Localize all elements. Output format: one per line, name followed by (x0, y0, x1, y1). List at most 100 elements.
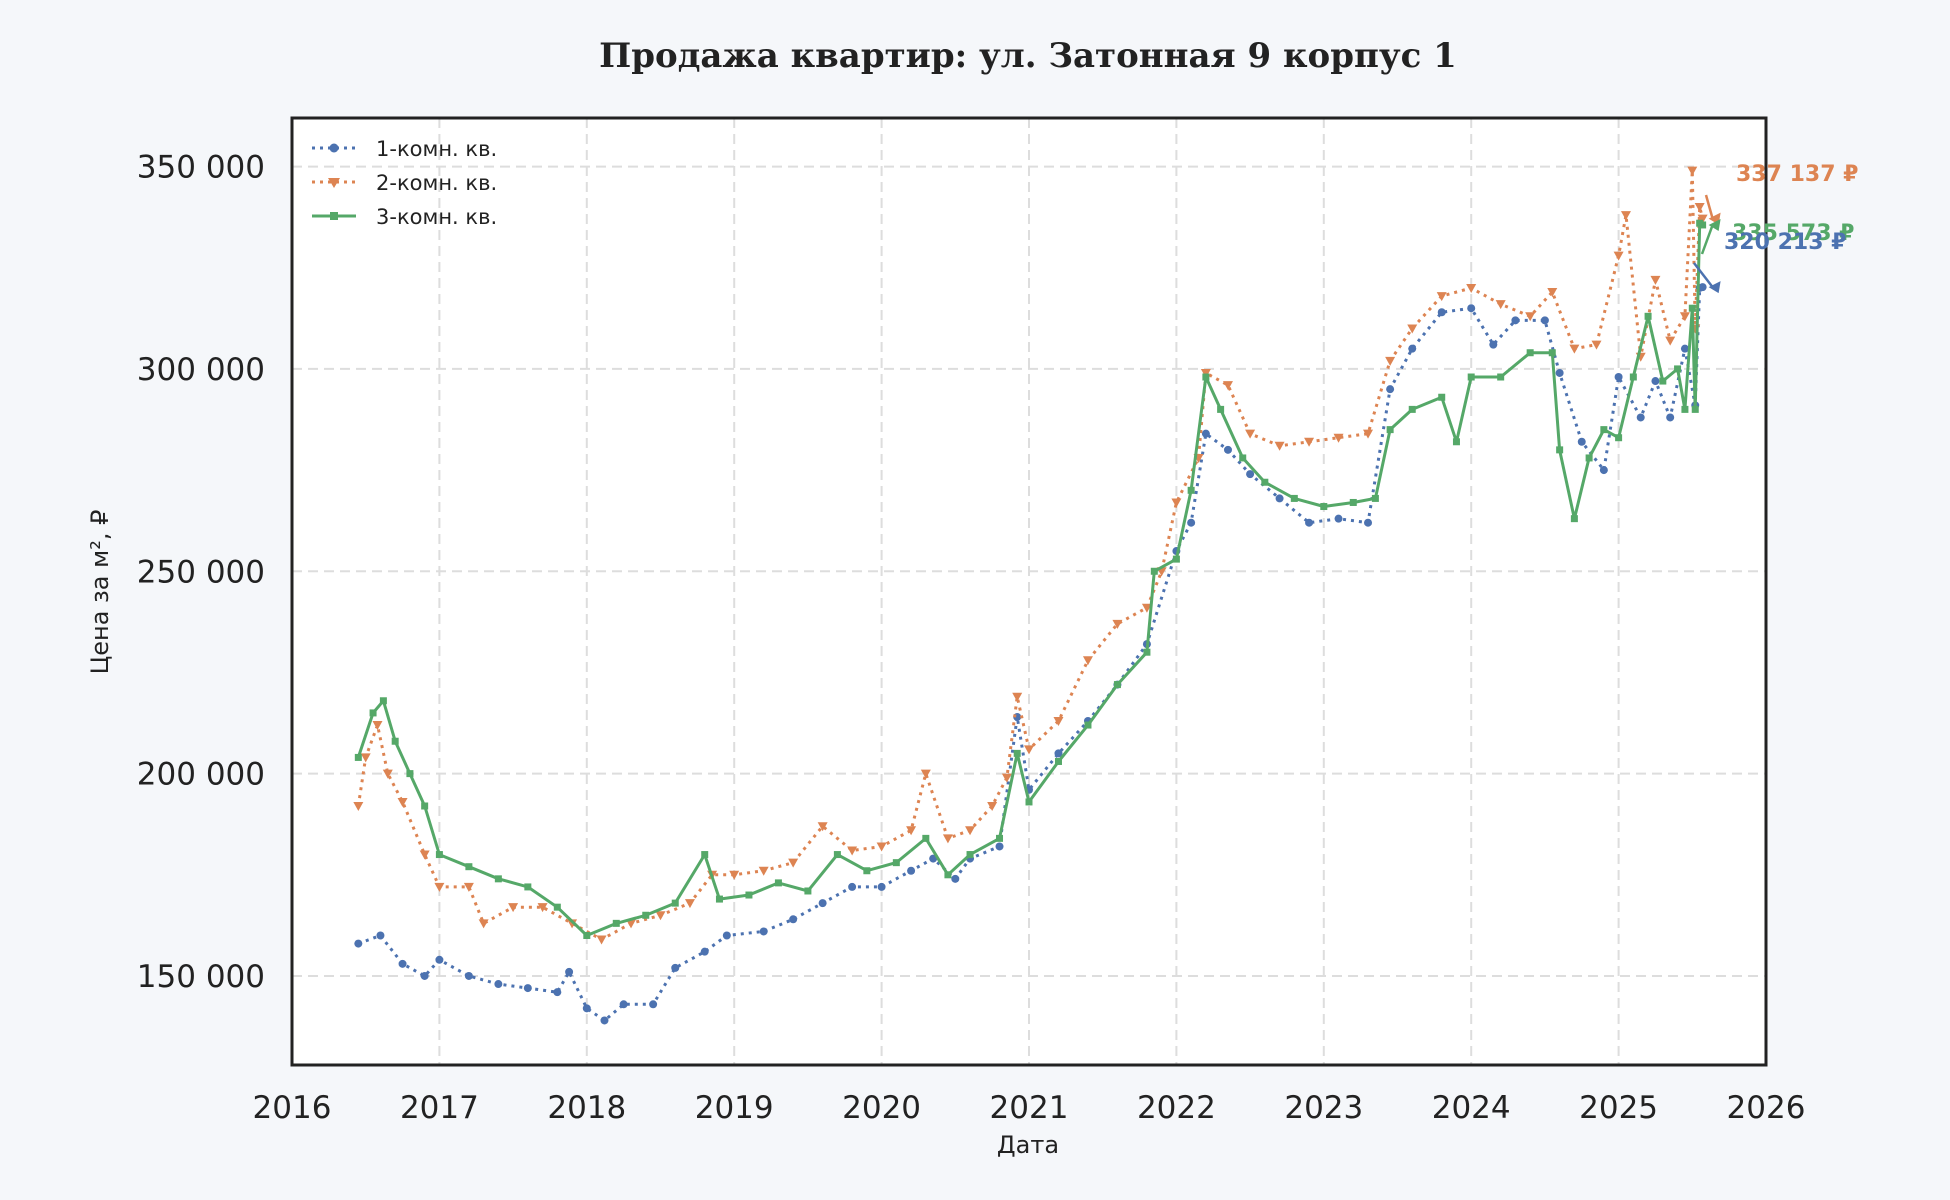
x-tick-label: 2023 (1284, 1090, 1363, 1126)
data-point (965, 826, 976, 836)
data-point (1386, 385, 1395, 394)
annotation: 337 137 ₽ (1704, 162, 1858, 225)
data-point (907, 866, 916, 875)
series-3 (354, 219, 1707, 939)
annotation-label: 320 213 ₽ (1724, 230, 1846, 255)
data-point (1112, 619, 1123, 629)
data-point (1245, 429, 1256, 439)
data-point (1691, 405, 1699, 413)
data-point (804, 887, 812, 895)
data-point (508, 903, 519, 913)
data-point (1651, 377, 1660, 386)
data-point (435, 955, 444, 964)
data-point (1305, 518, 1314, 527)
data-point (1223, 445, 1232, 454)
data-point (758, 866, 769, 876)
data-point (745, 891, 753, 899)
data-point (1680, 344, 1689, 353)
x-tick-label: 2020 (842, 1090, 921, 1126)
data-point (382, 769, 393, 779)
data-point (1150, 567, 1158, 575)
data-point (406, 770, 414, 778)
data-point (626, 919, 637, 929)
data-point (1408, 344, 1417, 353)
data-point (372, 721, 383, 731)
data-point (671, 899, 679, 907)
annotation-arrowhead (1708, 281, 1721, 294)
data-point (922, 834, 930, 842)
data-point (1698, 283, 1707, 292)
data-point (1274, 441, 1285, 451)
data-point (1699, 221, 1707, 229)
data-point (1525, 312, 1536, 322)
data-point (1600, 426, 1608, 434)
data-point (524, 883, 532, 891)
data-point (523, 984, 532, 993)
legend-label-3room: 3-комн. кв. (376, 205, 497, 229)
data-point (700, 947, 709, 956)
data-point (1054, 749, 1063, 758)
data-point (494, 980, 503, 989)
data-point (1349, 498, 1357, 506)
data-point (354, 939, 363, 948)
data-point (833, 851, 841, 859)
data-point (1614, 373, 1623, 382)
series-2 (353, 166, 1708, 945)
data-point (1495, 300, 1506, 310)
data-point (847, 846, 858, 856)
data-point (1333, 433, 1344, 443)
x-tick-label: 2024 (1432, 1090, 1511, 1126)
data-point (464, 971, 473, 980)
annotation-arrow (1693, 262, 1714, 288)
data-point (1548, 349, 1556, 357)
data-point (996, 834, 1004, 842)
data-point (684, 899, 695, 909)
annotation-label: 335 573 ₽ (1732, 221, 1854, 246)
data-point (1386, 426, 1394, 434)
data-point (1084, 721, 1092, 729)
data-point (1246, 470, 1255, 479)
data-point (1666, 413, 1675, 422)
x-tick-label: 2018 (547, 1090, 626, 1126)
data-point (1687, 166, 1698, 176)
data-point (1697, 214, 1708, 224)
y-tick-label: 300 000 (137, 352, 265, 388)
data-point (1001, 773, 1012, 783)
data-point (1674, 365, 1682, 373)
annotation: 320 213 ₽ (1693, 230, 1846, 294)
data-point (1694, 203, 1705, 213)
data-point (397, 797, 408, 807)
data-point (774, 879, 782, 887)
data-point (553, 988, 562, 997)
data-point (1436, 292, 1447, 302)
data-point (642, 911, 650, 919)
data-point (1688, 304, 1696, 312)
data-point (1681, 405, 1689, 413)
data-point (1556, 446, 1564, 454)
data-point (1547, 288, 1558, 298)
data-point (1364, 518, 1373, 527)
series-line (356, 221, 1704, 937)
x-tick-label: 2017 (400, 1090, 479, 1126)
data-point (379, 697, 387, 705)
data-point (1679, 312, 1690, 322)
data-point (1143, 648, 1151, 656)
data-point (1082, 656, 1093, 666)
legend-label-2room: 2-комн. кв. (376, 171, 497, 195)
data-point (1466, 283, 1477, 293)
data-point (701, 851, 709, 859)
data-point (391, 737, 399, 745)
data-point (553, 903, 561, 911)
data-point (1629, 373, 1637, 381)
legend-entry-2room: 2-комн. кв. (312, 171, 497, 195)
x-tick-label: 2025 (1579, 1090, 1658, 1126)
legend-entry-3room: 3-комн. кв. (312, 205, 497, 229)
data-point (376, 931, 385, 940)
data-point (398, 959, 407, 968)
data-point (715, 895, 723, 903)
x-tick-label: 2021 (990, 1090, 1069, 1126)
data-point (1363, 429, 1374, 439)
data-point (567, 919, 578, 929)
